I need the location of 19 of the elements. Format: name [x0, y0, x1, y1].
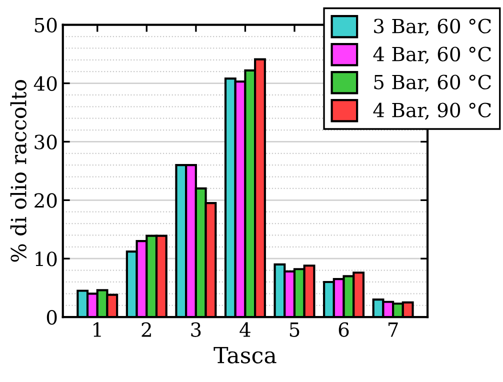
x-tick-label: 1 — [94, 322, 101, 337]
legend-label: 3 Bar, 60 °C — [374, 18, 491, 36]
y-tick-label: 30 — [34, 134, 57, 150]
y-tick-label: 40 — [34, 76, 57, 91]
x-tick-label: 3 — [191, 322, 201, 337]
x-tick-label: 7 — [388, 322, 398, 337]
y-axis-title: % di olio raccolto — [10, 80, 26, 262]
x-axis-title: Tasca — [214, 346, 276, 364]
legend-label: 5 Bar, 60 °C — [374, 74, 491, 92]
y-tick-label: 0 — [46, 310, 57, 325]
y-tick-label: 50 — [34, 18, 57, 32]
x-tick-label: 4 — [240, 322, 250, 337]
x-tick-label: 5 — [290, 322, 300, 337]
legend-label: 4 Bar, 90 °C — [373, 102, 491, 120]
y-tick-label: 10 — [36, 252, 57, 266]
x-tick-label: 2 — [142, 322, 151, 337]
y-tick-label: 20 — [34, 193, 57, 208]
legend-label: 4 Bar, 60 °C — [373, 46, 491, 64]
x-tick-label: 6 — [338, 322, 349, 337]
